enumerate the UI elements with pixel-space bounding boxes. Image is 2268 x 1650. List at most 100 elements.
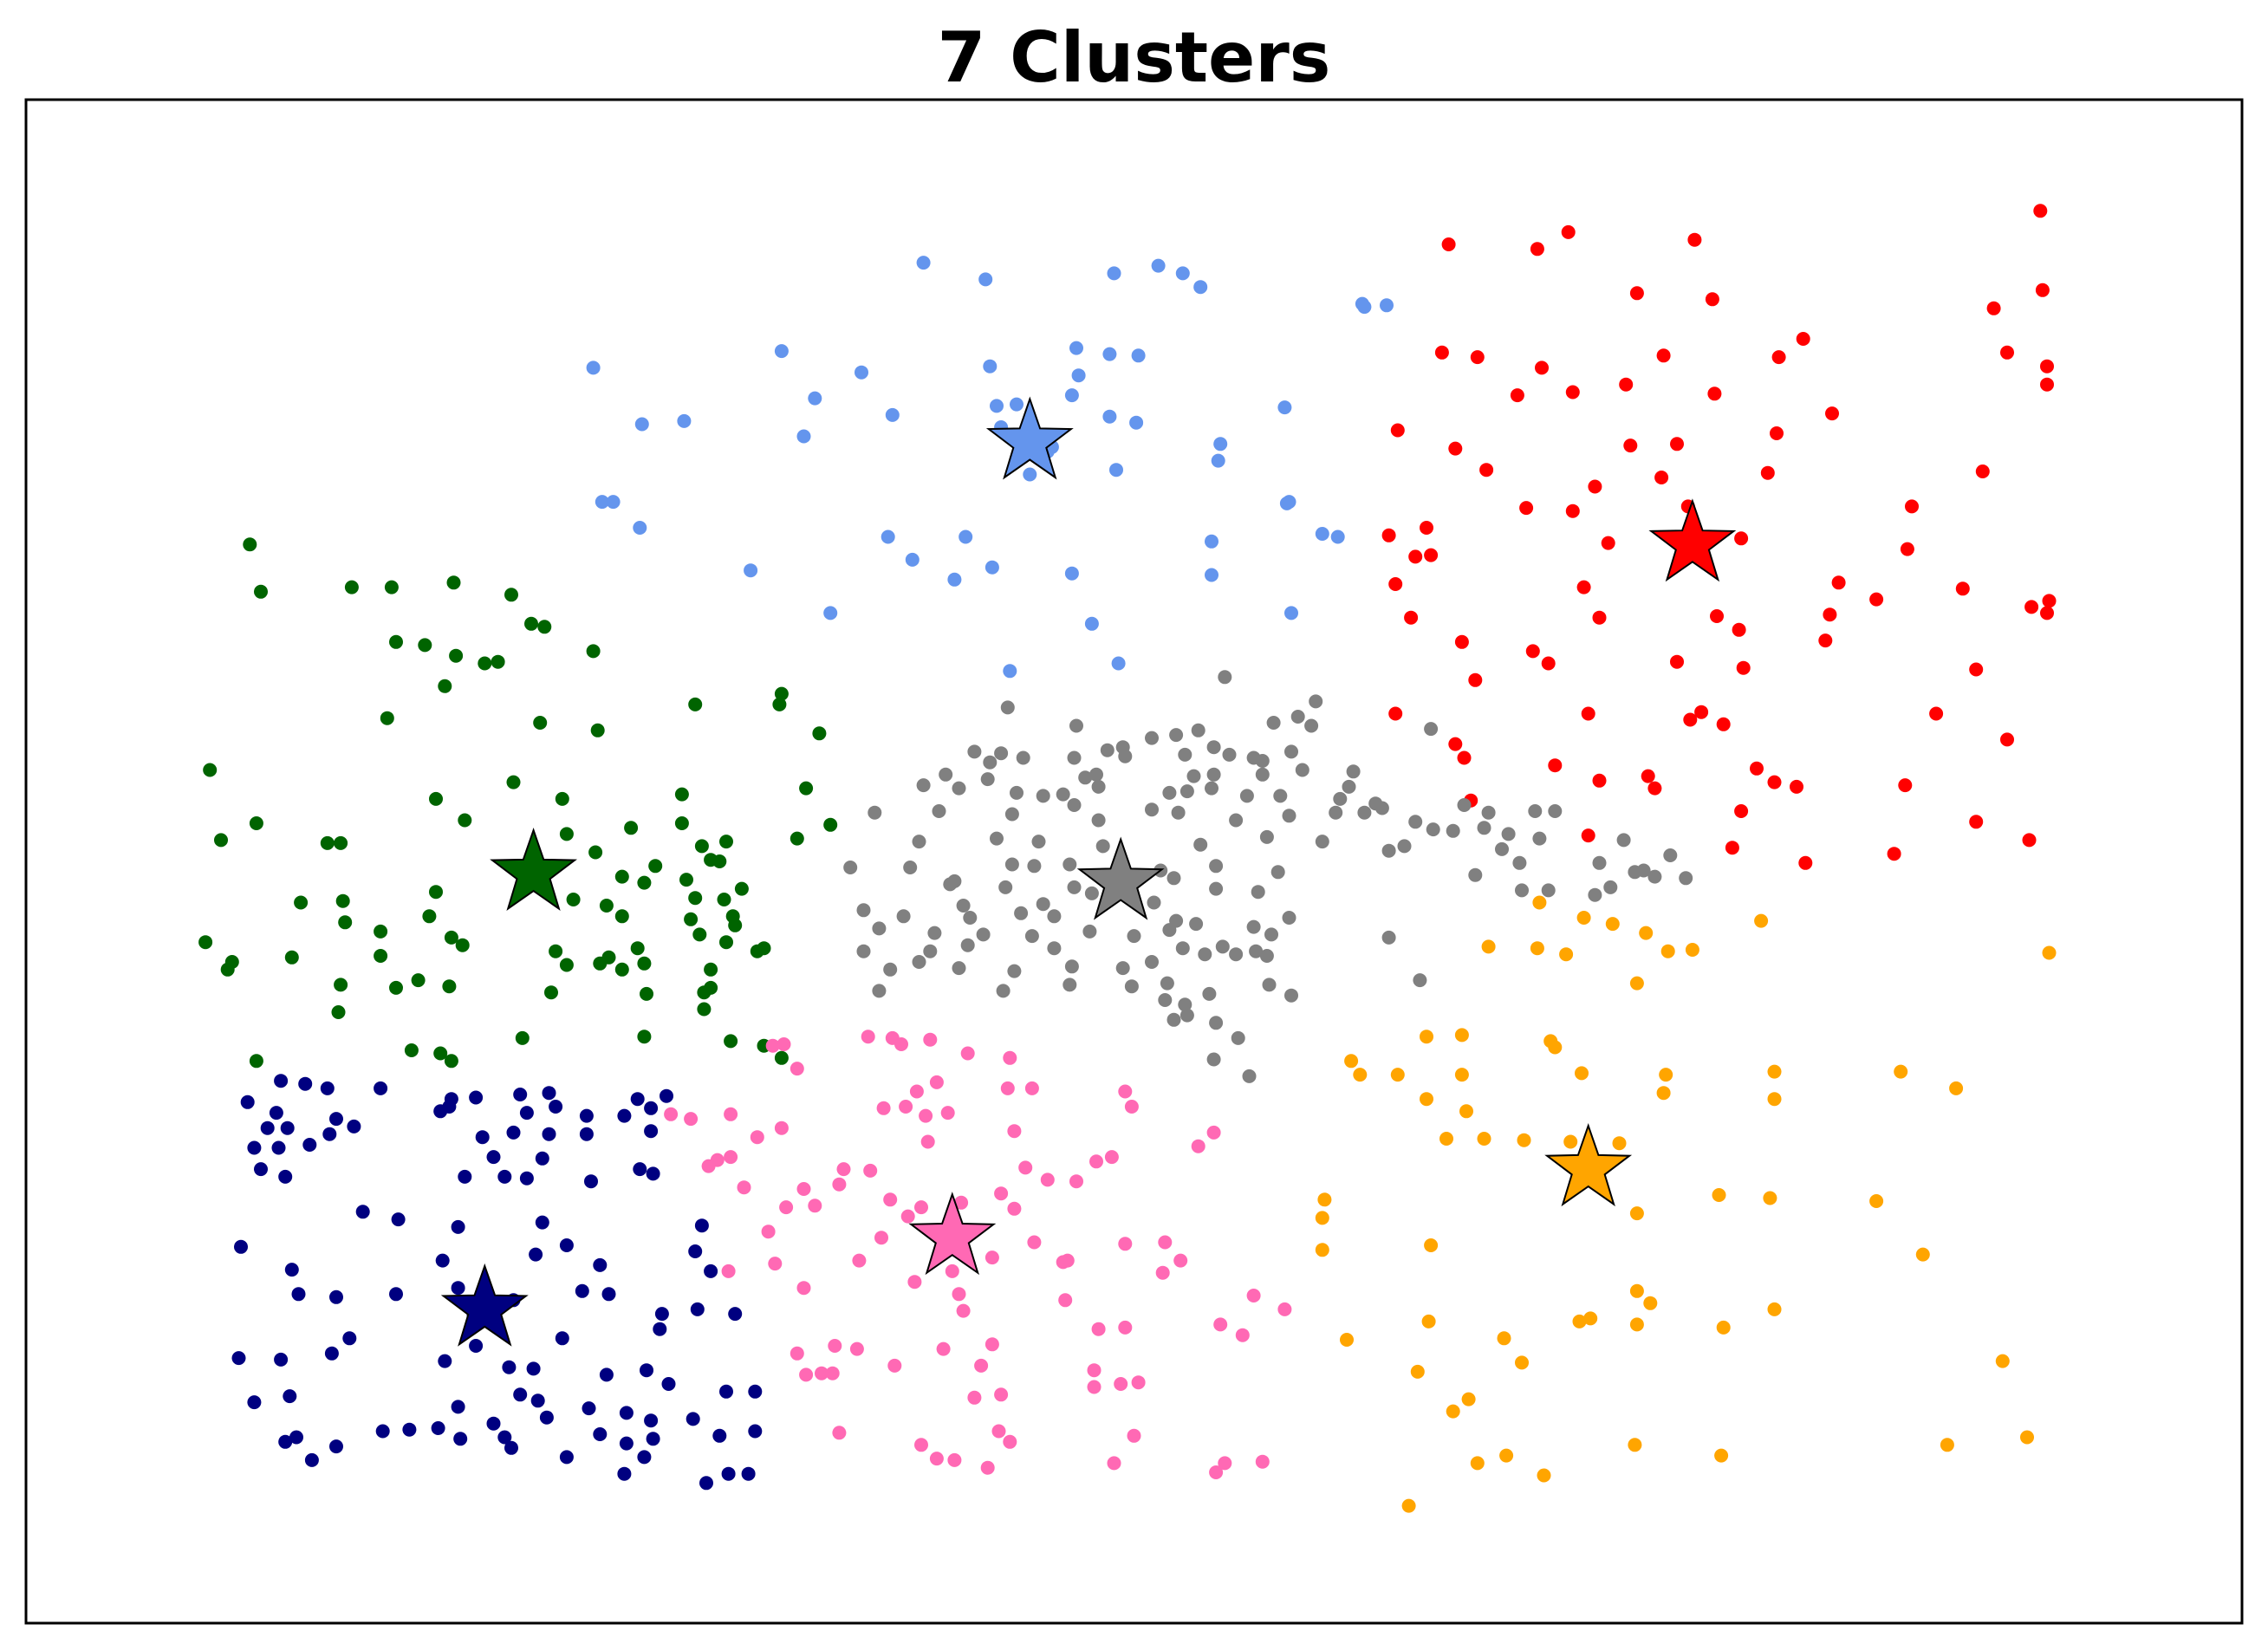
data-point	[916, 778, 931, 793]
data-point	[1242, 1069, 1257, 1083]
data-point	[777, 1037, 791, 1051]
data-point	[634, 417, 649, 432]
data-point	[1413, 973, 1427, 988]
data-point	[438, 679, 452, 693]
data-point	[690, 1302, 705, 1316]
data-point	[442, 1100, 457, 1114]
data-point	[1010, 397, 1024, 412]
data-point	[903, 861, 918, 874]
data-point	[1056, 787, 1070, 802]
data-point	[502, 1360, 517, 1374]
data-point	[411, 973, 426, 988]
data-point	[1246, 919, 1261, 934]
data-point	[418, 638, 432, 653]
data-point	[1295, 763, 1309, 777]
data-point	[1448, 441, 1463, 456]
data-point	[582, 1401, 596, 1416]
data-point	[1995, 1354, 2010, 1368]
data-point	[374, 924, 388, 939]
data-point	[1548, 804, 1563, 818]
data-point	[1381, 528, 1396, 542]
data-point	[654, 1307, 669, 1322]
data-point	[661, 1377, 676, 1391]
data-point	[586, 361, 601, 375]
data-point	[1528, 804, 1543, 818]
data-point	[1459, 1104, 1473, 1119]
data-point	[633, 521, 647, 535]
data-point	[724, 1150, 738, 1165]
data-point	[799, 781, 814, 796]
data-point	[1102, 409, 1117, 424]
data-point	[856, 944, 871, 958]
data-point	[1767, 1092, 1782, 1107]
data-point	[1205, 781, 1218, 796]
data-point	[478, 656, 492, 671]
data-point	[1100, 743, 1115, 757]
cluster-pink-centroid-star	[908, 1192, 997, 1276]
data-point	[513, 1387, 528, 1402]
data-point	[994, 1387, 1009, 1402]
data-point	[874, 1231, 888, 1245]
data-point	[469, 1339, 484, 1353]
data-point	[646, 1166, 660, 1181]
data-point	[868, 805, 882, 820]
data-point	[712, 1428, 727, 1443]
data-point	[849, 1341, 864, 1356]
data-point	[559, 1238, 574, 1252]
data-point	[1036, 789, 1050, 803]
data-point	[1572, 1314, 1587, 1328]
data-point	[1679, 871, 1693, 886]
cluster-orange-points	[1315, 895, 2057, 1513]
data-point	[444, 1054, 458, 1069]
data-point	[2033, 204, 2048, 218]
data-point	[677, 413, 692, 428]
data-point	[497, 1169, 512, 1184]
data-point	[1499, 1448, 1514, 1463]
data-point	[1259, 949, 1274, 963]
data-point	[1497, 1331, 1511, 1346]
data-point	[692, 927, 707, 942]
data-point	[688, 1244, 703, 1258]
data-point	[2024, 600, 2039, 614]
data-point	[929, 1452, 944, 1466]
data-point	[909, 1084, 924, 1099]
data-point	[1659, 1068, 1673, 1082]
data-point	[1209, 881, 1224, 896]
data-point	[852, 1253, 867, 1268]
data-point	[271, 1140, 286, 1155]
data-point	[302, 1138, 317, 1152]
data-point	[1705, 292, 1719, 307]
data-point	[1381, 843, 1396, 858]
data-point	[1124, 1100, 1139, 1114]
data-point	[936, 1341, 951, 1356]
data-point	[575, 1283, 589, 1298]
data-point	[978, 272, 993, 287]
data-point	[1530, 941, 1544, 956]
data-point	[1404, 610, 1419, 625]
data-point	[990, 831, 1004, 846]
data-point	[1089, 1154, 1103, 1169]
data-point	[533, 716, 548, 730]
data-point	[719, 835, 733, 849]
data-point	[1067, 880, 1082, 894]
data-point	[435, 1253, 450, 1268]
data-point	[912, 955, 926, 969]
data-point	[947, 572, 962, 587]
data-point	[529, 1247, 543, 1262]
data-point	[1104, 1150, 1119, 1165]
data-point	[637, 875, 652, 890]
data-point	[1266, 716, 1281, 730]
data-point	[1282, 911, 1296, 925]
cluster-red-points	[1381, 204, 2057, 870]
data-point	[1619, 377, 1634, 392]
cluster-pink-points	[664, 1030, 1292, 1479]
data-point	[1342, 779, 1356, 794]
data-point	[947, 1452, 962, 1467]
data-point	[1656, 1086, 1671, 1101]
data-point	[876, 1101, 891, 1115]
data-point	[322, 1127, 337, 1141]
data-point	[234, 1239, 248, 1254]
data-point	[2040, 606, 2054, 620]
data-point	[885, 407, 900, 422]
data-point	[1390, 423, 1405, 438]
